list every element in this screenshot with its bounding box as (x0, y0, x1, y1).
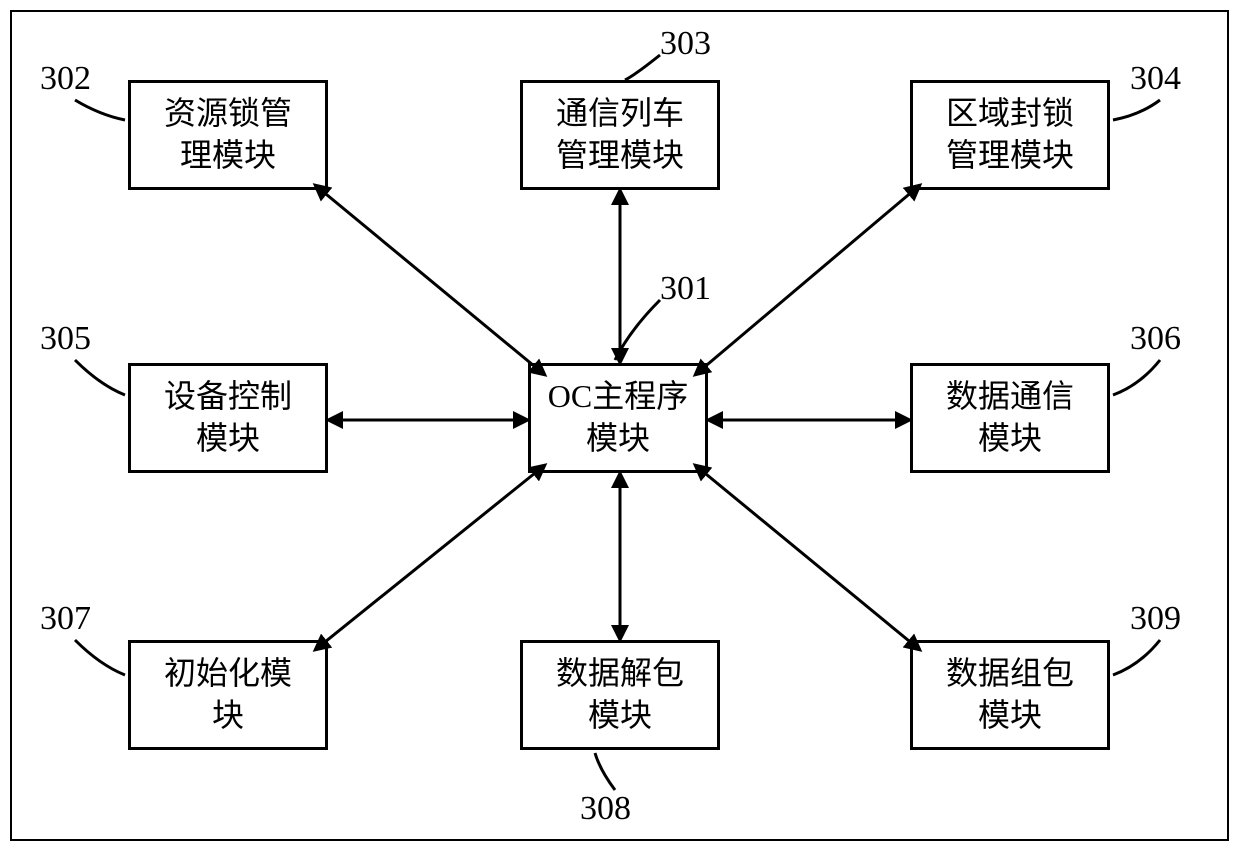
node-label: 通信列车 管理模块 (556, 93, 684, 176)
node-305: 设备控制 模块 (128, 363, 328, 473)
node-307: 初始化模 块 (128, 640, 328, 750)
callout-label-308: 308 (580, 790, 631, 828)
node-306: 数据通信 模块 (910, 363, 1110, 473)
node-302: 资源锁管 理模块 (128, 80, 328, 190)
diagram-canvas: OC主程序 模块 资源锁管 理模块 通信列车 管理模块 区域封锁 管理模块 设备… (0, 0, 1239, 851)
node-309: 数据组包 模块 (910, 640, 1110, 750)
callout-label-309: 309 (1130, 600, 1181, 638)
node-304: 区域封锁 管理模块 (910, 80, 1110, 190)
node-label: 数据解包 模块 (556, 653, 684, 736)
node-303: 通信列车 管理模块 (520, 80, 720, 190)
node-308: 数据解包 模块 (520, 640, 720, 750)
node-label: 数据通信 模块 (946, 376, 1074, 459)
node-label: 区域封锁 管理模块 (946, 93, 1074, 176)
callout-label-301: 301 (660, 270, 711, 308)
node-label: 资源锁管 理模块 (164, 93, 292, 176)
callout-label-303: 303 (660, 25, 711, 63)
callout-label-304: 304 (1130, 60, 1181, 98)
callout-label-302: 302 (40, 60, 91, 98)
node-label: 初始化模 块 (164, 653, 292, 736)
node-center-301: OC主程序 模块 (528, 363, 708, 473)
callout-label-305: 305 (40, 320, 91, 358)
callout-label-306: 306 (1130, 320, 1181, 358)
node-label: 数据组包 模块 (946, 653, 1074, 736)
node-label: 设备控制 模块 (164, 376, 292, 459)
callout-label-307: 307 (40, 600, 91, 638)
node-label: OC主程序 模块 (548, 376, 688, 459)
